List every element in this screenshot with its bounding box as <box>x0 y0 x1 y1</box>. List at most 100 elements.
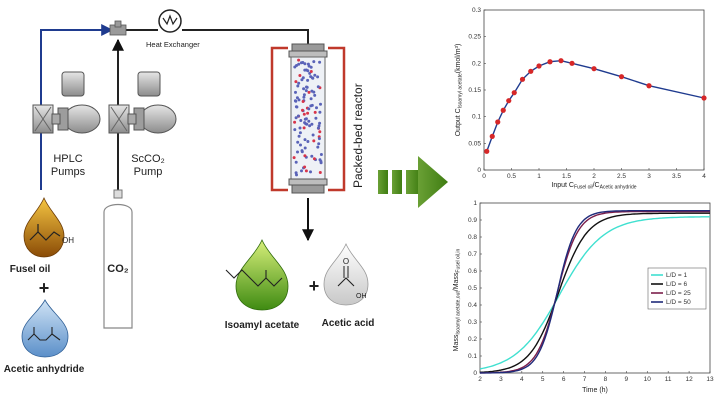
chart2-xtick-label: 2 <box>478 376 482 383</box>
reactor-label: Packed-bed reactor <box>351 83 365 188</box>
reactor-bead <box>316 75 320 79</box>
chart1-data-point <box>618 74 625 80</box>
chart1-data-point <box>484 148 490 154</box>
reactor-bead <box>302 93 306 97</box>
reactor-bead <box>318 121 322 125</box>
chart2-ytick-label: 0.8 <box>468 234 477 241</box>
chart1-ytick-label: 0.25 <box>468 34 481 41</box>
reactor-bead <box>303 165 307 169</box>
reactor-bead <box>312 90 316 94</box>
chart1-data-point <box>701 95 707 101</box>
hplc-pump-icon <box>32 71 101 134</box>
chart2-xtick-label: 4 <box>520 376 524 383</box>
reactor-bead <box>311 133 315 137</box>
heat-exchanger-icon <box>158 9 182 33</box>
acetic-anhydride-drop-icon <box>21 299 69 358</box>
chart2-xlabel: Time (h) <box>582 387 608 394</box>
reactor-bead <box>305 85 309 89</box>
reactor-bead <box>294 90 297 94</box>
chart1-data-point <box>646 83 652 89</box>
reactor-bead <box>297 58 301 62</box>
chart1-data-point <box>495 119 501 125</box>
reactor-bead <box>302 126 306 130</box>
reactor-bead <box>306 140 310 143</box>
reactor-bead <box>298 126 302 130</box>
reactor-bead <box>317 142 321 146</box>
reactor-bead <box>318 110 322 114</box>
reactor-bead <box>296 114 300 118</box>
reactor-bead <box>294 171 298 175</box>
reactor-bead <box>314 116 318 120</box>
chart2-series-line <box>479 212 710 373</box>
reactor-bead <box>297 134 301 138</box>
plus-sign-products: + <box>309 276 320 296</box>
chart2-ytick-label: 0.2 <box>468 336 477 343</box>
chart2-series-line <box>480 210 710 374</box>
reactor-bead <box>319 102 322 106</box>
chart2-series-line <box>479 210 710 374</box>
chart2-xtick-label: 5 <box>541 376 545 383</box>
chart1-xtick-label: 1.5 <box>562 173 571 180</box>
chart1-data-point <box>528 68 534 74</box>
reactor-bead <box>293 99 297 103</box>
reactor-bead <box>296 140 300 144</box>
reactor-bead <box>298 74 302 77</box>
reactor-bead <box>295 105 299 109</box>
fusel-oil-label: Fusel oil <box>10 264 51 275</box>
reactor-bead <box>302 95 306 99</box>
chart2-ytick-label: 0.7 <box>468 251 477 258</box>
reactor-bead <box>318 130 322 134</box>
chart2-legend-label: L/D = 6 <box>666 281 688 288</box>
reactor-bead <box>295 96 299 100</box>
chart2-ylabel: MassIsoamyl acetate,out/MassFusel oil,in <box>453 248 462 351</box>
big-green-arrow-icon <box>378 156 448 208</box>
reactor-bead <box>303 138 307 142</box>
reactor-bead <box>312 139 316 143</box>
chart2-ytick-label: 0.3 <box>468 319 477 326</box>
chart2-ytick-label: 0.1 <box>468 353 477 360</box>
fusel-oil-oh: OH <box>62 236 74 245</box>
reactor-bead <box>293 120 297 124</box>
chart1-data-point <box>558 58 564 64</box>
chart2-legend-label: L/D = 1 <box>666 272 688 279</box>
chart1-ytick-label: 0.1 <box>472 114 481 121</box>
reactor-bead <box>296 84 300 88</box>
reactor-bead <box>297 98 301 102</box>
chart1-ytick-label: 0 <box>477 167 481 174</box>
reactor-bead <box>304 89 308 93</box>
chart1-xtick-label: 3 <box>647 173 651 180</box>
acetic-acid-drop-icon <box>323 243 369 306</box>
chart1-data-point <box>536 63 542 69</box>
reactor-bead <box>296 150 299 154</box>
reactor-bead <box>301 76 305 80</box>
reactor-bead <box>303 146 307 150</box>
chart2-legend-label: L/D = 25 <box>666 290 691 297</box>
chart1-xtick-label: 2 <box>592 173 596 180</box>
hplc-label-line1: HPLC <box>53 153 82 165</box>
fusel-oil-drop-icon <box>23 196 65 258</box>
reactor-bead <box>307 107 311 111</box>
acetic-acid-o: O <box>343 257 349 266</box>
chart1-ytick-label: 0.15 <box>468 87 481 94</box>
reactor-bead <box>307 90 311 94</box>
chart2-xtick-label: 9 <box>625 376 629 383</box>
chart1-data-point <box>489 133 495 139</box>
isoamyl-acetate-drop-icon <box>225 239 289 311</box>
reactor-bead <box>299 119 303 122</box>
reactor-bead <box>303 121 307 125</box>
chart-concentration: 0 0.5 1 1.5 2 2.5 3 3.5 400.050.10.150.20.250.3 … <box>455 7 707 191</box>
acetic-acid-label: Acetic acid <box>322 318 375 329</box>
chart2-ytick-label: 0.5 <box>468 285 477 292</box>
isoamyl-acetate-label: Isoamyl acetate <box>225 320 300 331</box>
reactor-bead <box>313 110 317 114</box>
chart1-xlabel: Input CFusel oil/CAcetic anhydride <box>551 182 636 191</box>
scco2-label-line1: ScCO₂ <box>131 153 165 165</box>
reactor-bead <box>318 60 322 64</box>
chart2-xtick-label: 6 <box>562 376 566 383</box>
chart1-data-point <box>506 98 512 104</box>
reactor-bead <box>318 171 322 174</box>
chart2-xtick-label: 12 <box>685 376 693 383</box>
acetic-acid-oh: OH <box>356 293 367 300</box>
chart1-data-point <box>500 107 506 113</box>
